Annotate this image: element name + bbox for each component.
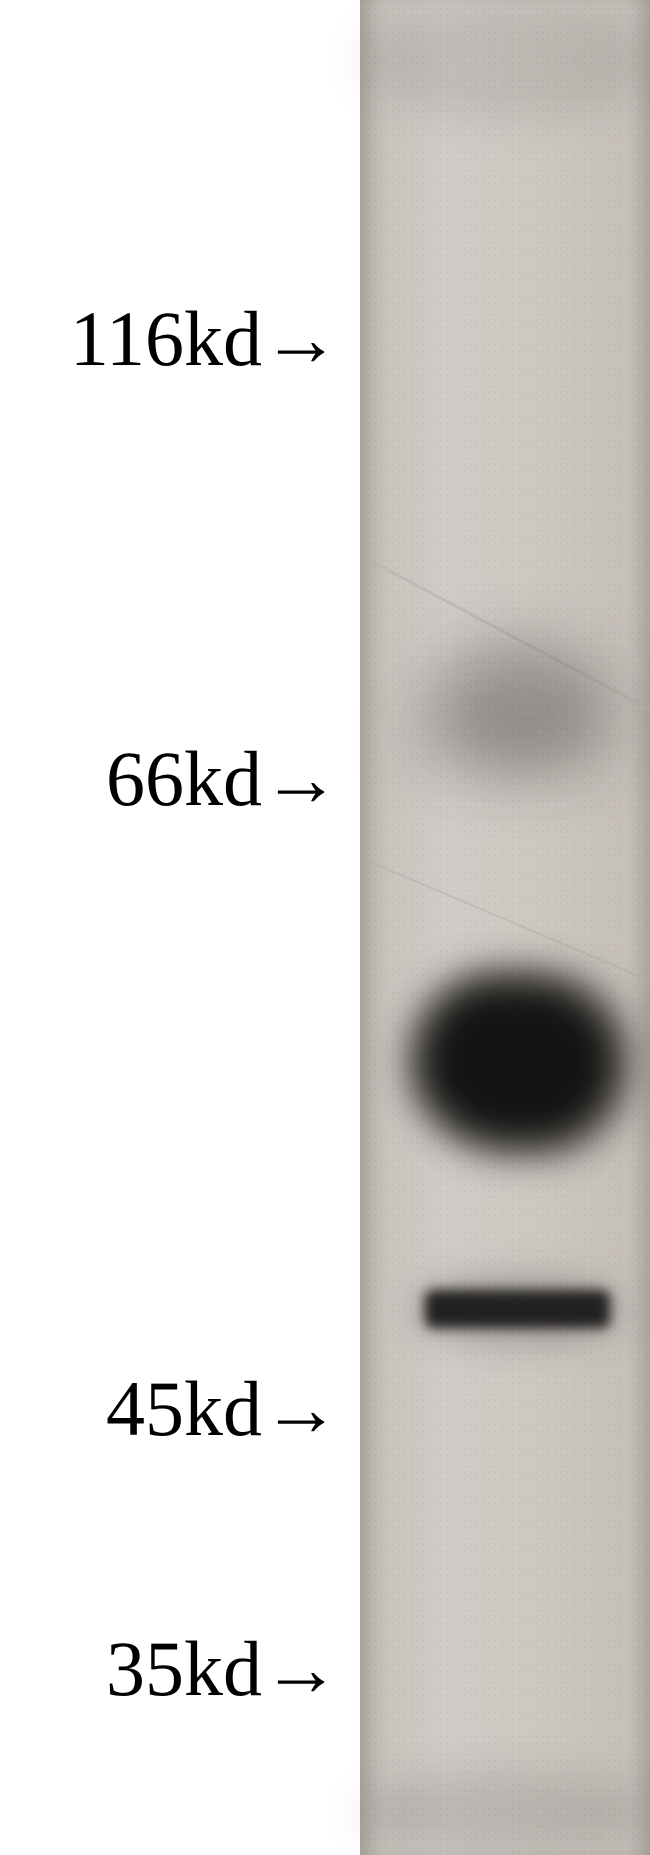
blot-lane (360, 0, 650, 1855)
lane-bottom_smudge (360, 1770, 650, 1855)
mw-marker-45kd: 45kd→ (0, 1370, 340, 1448)
mw-marker-116kd: 116kd→ (0, 300, 340, 378)
protein-band (405, 965, 635, 1160)
mw-marker-35kd: 35kd→ (0, 1630, 340, 1708)
blot-figure: WWW.PTGLAB.COM 116kd→ 66kd→ 45kd→ 35kd→ (0, 0, 650, 1855)
protein-band (415, 1280, 620, 1340)
faint-band (400, 700, 620, 780)
mw-marker-66kd: 66kd→ (0, 740, 340, 818)
lane-top_smudge (360, 0, 650, 120)
